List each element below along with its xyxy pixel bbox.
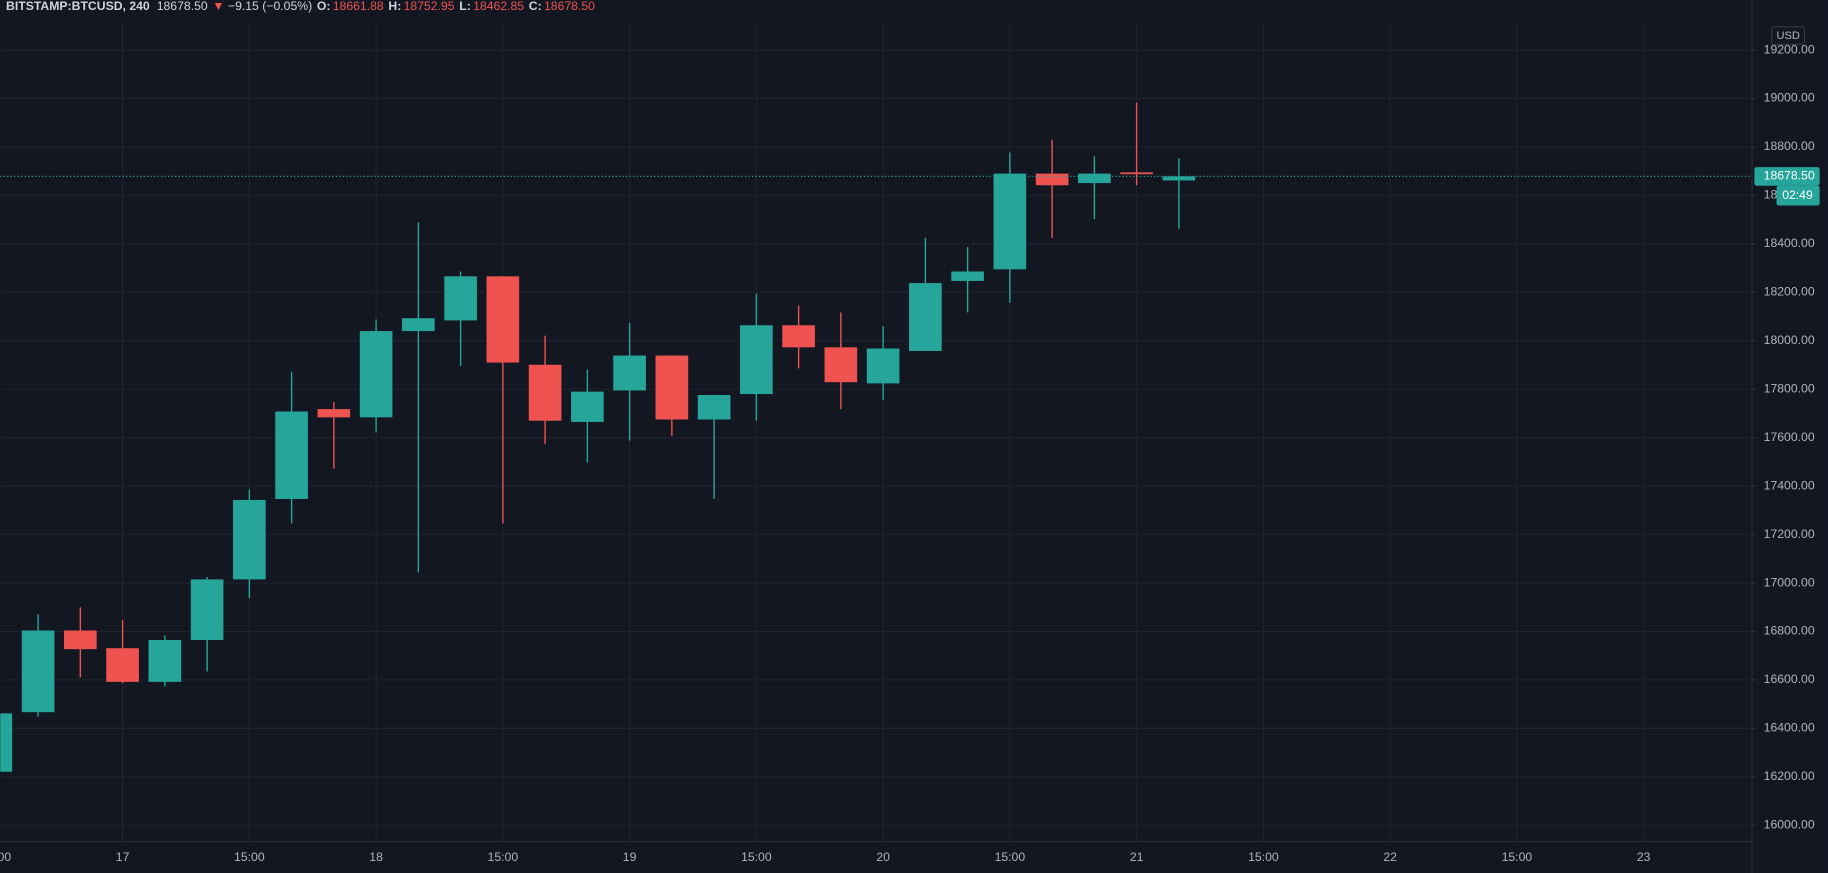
last-price-tag [1754,167,1820,186]
y-tick-label: 18200.00 [1764,285,1815,299]
change: −9.15 (−0.05%) [228,0,312,13]
candle-body [909,283,942,351]
high: 18752.95 [404,0,455,13]
close-label: C: [529,0,542,13]
y-tick-label: 17000.00 [1764,575,1815,589]
candle-body [1078,173,1111,184]
candle-body [190,579,224,640]
x-tick-label: 22 [1383,850,1397,864]
candle-body [1162,176,1196,181]
candle-body [1120,172,1153,175]
low: 18462.85 [473,0,524,13]
candle-body [0,713,13,772]
close: 18678.50 [544,0,595,13]
x-tick-label: 15:00 [234,850,265,864]
price-tags: 18678.50 02:49 [1754,167,1820,206]
x-tick-label: 15:00 [995,850,1026,864]
x-axis: 15:00 17 15:00 18 15:00 19 15:00 20 15:00 21 15:00… [0,850,1651,864]
x-tick-label: 18 [369,850,383,864]
candle-body [1035,173,1069,186]
candle-body [697,395,731,420]
currency: USD [1776,30,1799,42]
high-label: H: [388,0,401,13]
y-tick-label: 19000.00 [1764,91,1815,105]
y-tick-label: 16400.00 [1764,721,1815,735]
y-tick-label: 16200.00 [1764,769,1815,783]
change-arrow: ▼ [212,0,224,13]
open-label: O: [317,0,331,13]
candle-body [275,411,308,499]
candle-body [233,499,266,580]
countdown: 02:49 [1782,188,1813,202]
candle-body [951,271,984,281]
x-tick-label: 20 [876,850,890,864]
x-tick-label: 23 [1637,850,1651,864]
y-axis: 16000.00 16200.00 16400.00 16600.00 16800.00… [1752,42,1815,832]
currency-box [1771,26,1806,45]
x-tick-label: 17 [116,850,130,864]
candle-body [64,630,97,650]
candle-body [359,331,393,418]
x-tick-label: 19 [623,850,637,864]
y-tick-label: 16000.00 [1764,818,1815,832]
x-tick-label: 15:00 [741,850,772,864]
y-tick-label: 17400.00 [1764,478,1815,492]
header: BITSTAMP:BTCUSD, 240 18678.50 ▼ −9.15 (−0.0… [6,0,595,13]
y-tick-label: 17200.00 [1764,527,1815,541]
last-price: 18678.50 [157,0,208,13]
candle-body [824,347,858,383]
grid [0,20,1753,842]
x-tick-label: 15:00 [1248,850,1279,864]
symbol: BITSTAMP:BTCUSD, 240 [6,0,150,13]
candle-body [444,276,477,321]
candle-body [402,318,435,332]
y-tick-label: 16800.00 [1764,624,1815,638]
candle-body [782,325,815,348]
candle-body [317,409,351,418]
x-tick-label: 15:00 [488,850,519,864]
countdown-tag [1776,185,1820,206]
candle-body [148,639,182,682]
y-tick-label: 18800.00 [1764,139,1815,153]
open: 18661.88 [333,0,384,13]
y-tick-label: 19200.00 [1764,42,1815,56]
y-tick-label: 17600.00 [1764,430,1815,444]
y-tick-label: 18400.00 [1764,236,1815,250]
y-tick-label: 16600.00 [1764,672,1815,686]
x-tick-label: 21 [1130,850,1144,864]
last-price-label: 18678.50 [1764,169,1815,183]
y-tick-label: 17800.00 [1764,381,1815,395]
candle-body [613,355,646,391]
candle-body [106,648,139,682]
candle-body [571,391,604,422]
candle-body [21,630,55,713]
candle-body [866,348,900,384]
x-tick-label: 15:00 [1502,850,1533,864]
candle-body [993,173,1027,270]
y-tick-label: 18000.00 [1764,333,1815,347]
candles [0,102,1753,772]
candle-body [528,364,562,421]
candle-body [486,276,520,363]
candle-body [740,325,773,395]
x-tick-label: 15:00 [0,850,11,864]
low-label: L: [459,0,471,13]
candle-body [655,355,689,420]
